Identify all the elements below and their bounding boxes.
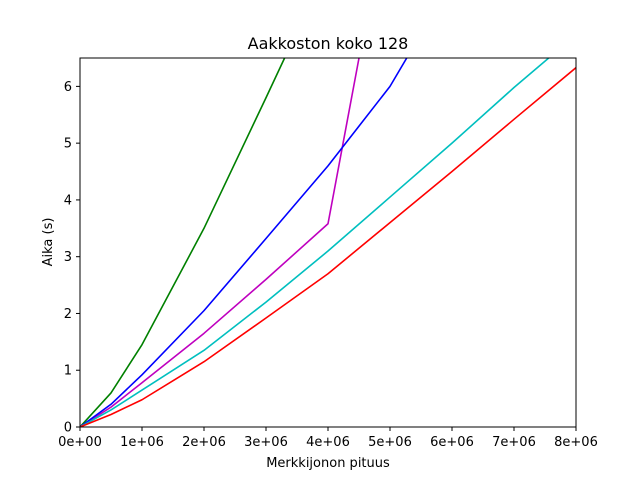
x-axis-label: Merkkijonon pituus xyxy=(266,456,390,471)
x-tick-label: 0e+00 xyxy=(58,435,102,450)
series-layer xyxy=(80,58,576,427)
y-tick-label: 5 xyxy=(64,137,72,152)
x-tick-label: 6e+06 xyxy=(430,435,474,450)
y-axis-label: Aika (s) xyxy=(41,218,56,267)
chart-title: Aakkoston koko 128 xyxy=(248,34,409,53)
x-tick-label: 8e+06 xyxy=(554,435,598,450)
series-line-1 xyxy=(80,58,286,427)
y-axis-ticks: 0 1 2 3 4 5 6 xyxy=(64,80,80,436)
x-tick-label: 2e+06 xyxy=(182,435,226,450)
y-tick-label: 2 xyxy=(64,307,72,322)
y-tick-label: 0 xyxy=(64,421,72,436)
y-tick-label: 4 xyxy=(64,193,72,208)
series-line-3 xyxy=(80,58,408,427)
y-tick-label: 3 xyxy=(64,250,72,265)
series-line-5 xyxy=(80,67,576,427)
x-tick-label: 5e+06 xyxy=(368,435,412,450)
x-tick-label: 3e+06 xyxy=(244,435,288,450)
series-line-4 xyxy=(80,58,550,427)
y-tick-label: 1 xyxy=(64,364,72,379)
x-tick-label: 1e+06 xyxy=(120,435,164,450)
series-line-2 xyxy=(80,58,360,427)
y-tick-label: 6 xyxy=(64,80,72,95)
x-tick-label: 4e+06 xyxy=(306,435,350,450)
x-tick-label: 7e+06 xyxy=(492,435,536,450)
x-axis-ticks: 0e+00 1e+06 2e+06 3e+06 4e+06 5e+06 6e+06 7e+06… xyxy=(58,427,598,450)
